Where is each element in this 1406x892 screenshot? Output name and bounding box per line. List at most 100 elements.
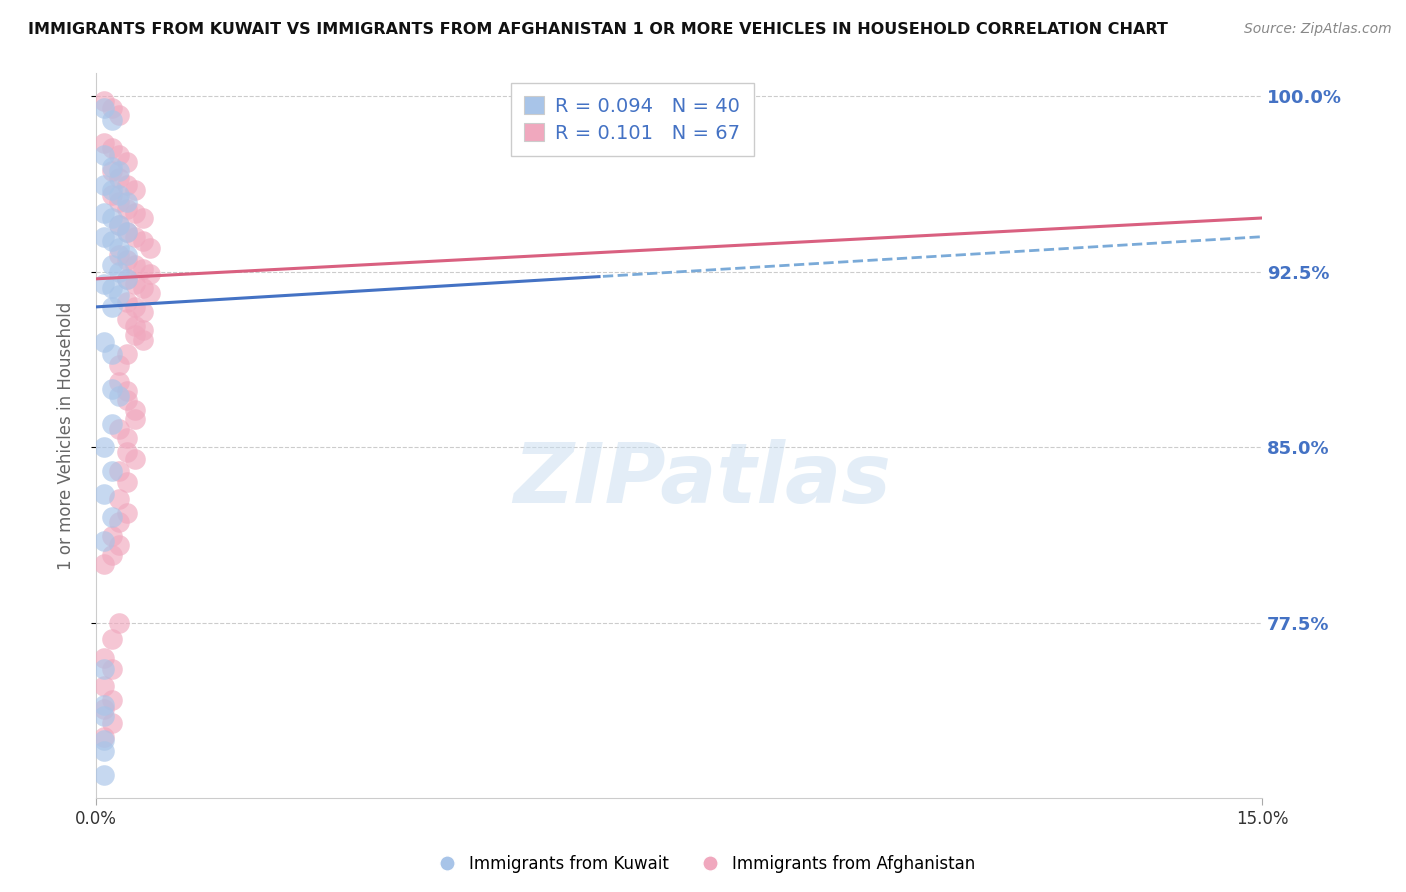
Point [115, 154, 138, 169]
Point [100, 510, 122, 524]
Point [100, 663, 122, 677]
Point [124, 402, 146, 417]
Point [115, 431, 138, 445]
Point [108, 288, 131, 302]
Point [100, 347, 122, 361]
Point [115, 311, 138, 326]
Point [131, 304, 153, 318]
Point [100, 693, 122, 707]
Point [93, 487, 115, 501]
Point [124, 318, 146, 333]
Point [108, 194, 131, 209]
Point [93, 533, 115, 548]
Point [93, 558, 115, 572]
Point [139, 285, 162, 300]
Point [93, 709, 115, 723]
Point [108, 515, 131, 529]
Point [108, 164, 131, 178]
Point [124, 183, 146, 197]
Point [131, 323, 153, 337]
Point [108, 359, 131, 373]
Point [108, 148, 131, 162]
Point [124, 328, 146, 343]
Point [100, 529, 122, 543]
Text: Source: ZipAtlas.com: Source: ZipAtlas.com [1244, 22, 1392, 37]
Point [115, 506, 138, 520]
Point [124, 412, 146, 426]
Point [115, 347, 138, 361]
Point [93, 440, 115, 454]
Point [100, 183, 122, 197]
Y-axis label: 1 or more Vehicles in Household: 1 or more Vehicles in Household [58, 301, 75, 570]
Point [100, 281, 122, 295]
Point [93, 148, 115, 162]
Point [100, 112, 122, 127]
Point [100, 716, 122, 731]
Point [115, 475, 138, 490]
Point [93, 334, 115, 349]
Point [108, 265, 131, 279]
Point [124, 300, 146, 314]
Point [93, 101, 115, 115]
Point [139, 267, 162, 281]
Point [115, 225, 138, 239]
Point [100, 632, 122, 646]
Point [100, 382, 122, 396]
Point [93, 732, 115, 747]
Point [115, 178, 138, 193]
Point [139, 241, 162, 255]
Point [124, 206, 146, 220]
Legend: R = 0.094   N = 40, R = 0.101   N = 67: R = 0.094 N = 40, R = 0.101 N = 67 [510, 83, 754, 156]
Point [108, 218, 131, 232]
Point [115, 253, 138, 268]
Point [115, 272, 138, 286]
Point [108, 464, 131, 478]
Point [100, 417, 122, 431]
Point [108, 171, 131, 186]
Point [108, 187, 131, 202]
Point [100, 101, 122, 115]
Point [115, 225, 138, 239]
Point [115, 384, 138, 398]
Point [93, 702, 115, 716]
Point [108, 218, 131, 232]
Point [100, 548, 122, 562]
Point [108, 241, 131, 255]
Point [100, 258, 122, 272]
Point [131, 262, 153, 277]
Point [100, 211, 122, 225]
Point [131, 235, 153, 249]
Point [93, 698, 115, 712]
Point [100, 300, 122, 314]
Point [93, 744, 115, 758]
Point [100, 164, 122, 178]
Point [115, 393, 138, 408]
Point [115, 295, 138, 310]
Point [124, 258, 146, 272]
Point [108, 375, 131, 389]
Point [100, 141, 122, 155]
Point [124, 452, 146, 467]
Text: ZIPatlas: ZIPatlas [513, 439, 891, 519]
Point [93, 679, 115, 693]
Point [93, 768, 115, 782]
Point [100, 235, 122, 249]
Point [93, 136, 115, 150]
Point [93, 277, 115, 291]
Point [100, 464, 122, 478]
Point [108, 248, 131, 262]
Point [93, 650, 115, 665]
Point [93, 229, 115, 244]
Point [108, 108, 131, 122]
Point [108, 539, 131, 553]
Point [124, 229, 146, 244]
Point [131, 281, 153, 295]
Point [115, 248, 138, 262]
Point [131, 211, 153, 225]
Point [115, 445, 138, 459]
Point [108, 389, 131, 403]
Point [108, 615, 131, 630]
Point [124, 277, 146, 291]
Legend: Immigrants from Kuwait, Immigrants from Afghanistan: Immigrants from Kuwait, Immigrants from … [425, 848, 981, 880]
Point [93, 178, 115, 193]
